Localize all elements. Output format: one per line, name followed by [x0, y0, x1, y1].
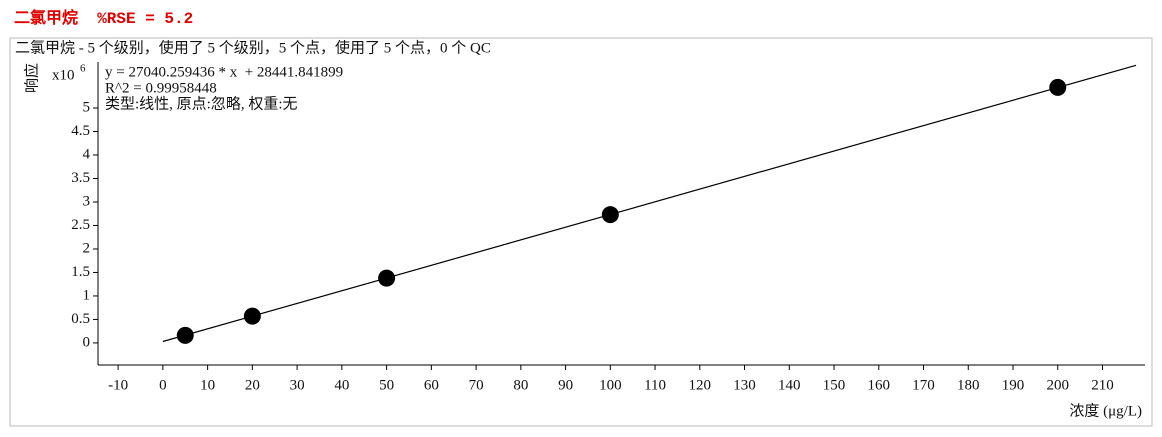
- y-scale-base: x10: [52, 67, 75, 83]
- annotation: R^2 = 0.99958448: [105, 80, 217, 96]
- point: [176, 326, 194, 344]
- x-tick-label: 200: [1047, 377, 1070, 393]
- subtitle: 二氯甲烷 - 5 个级别，使用了 5 个级别，5 个点，使用了 5 个点，0 个…: [15, 39, 491, 56]
- y-tick-label: 5: [83, 99, 91, 115]
- annotation: y = 27040.259436 * x + 28441.841899: [105, 64, 343, 80]
- x-tick-label: 190: [1002, 377, 1025, 393]
- x-tick-label: 30: [290, 377, 305, 393]
- y-tick-label: 2: [83, 240, 91, 256]
- point: [601, 206, 619, 224]
- y-tick-label: 4.5: [71, 123, 90, 139]
- y-tick-label: 2.5: [71, 217, 90, 233]
- x-tick-label: 0: [159, 377, 167, 393]
- x-tick-label: 70: [469, 377, 484, 393]
- x-tick-label: 40: [334, 377, 349, 393]
- y-tick-label: 3.5: [71, 170, 90, 186]
- x-tick-label: 140: [778, 377, 801, 393]
- x-tick-label: 10: [200, 377, 215, 393]
- fit-line: [162, 64, 1137, 343]
- x-tick-label: 80: [513, 377, 528, 393]
- point: [243, 307, 261, 325]
- frame: [9, 37, 1153, 427]
- x-tick-label: 20: [245, 377, 260, 393]
- point: [378, 269, 396, 287]
- y-tick-label: 0: [83, 334, 91, 350]
- y-scale-exponent: 6: [80, 63, 86, 75]
- x-tick-label: 130: [733, 377, 756, 393]
- annotation: 类型:线性, 原点:忽略, 权重:无: [105, 95, 298, 112]
- x-tick-label: -10: [108, 377, 128, 393]
- x-tick-label: 110: [644, 377, 666, 393]
- y-tick-label: 4: [83, 146, 91, 162]
- x-tick-label: 150: [823, 377, 846, 393]
- y-tick-label: 3: [83, 193, 91, 209]
- x-tick-label: 170: [912, 377, 935, 393]
- x-tick-label: 100: [599, 377, 622, 393]
- y-axis-label: 响应: [22, 63, 40, 93]
- point: [1049, 78, 1067, 96]
- x-tick-label: 160: [868, 377, 891, 393]
- x-axis-label: 浓度 (μg/L): [1069, 402, 1142, 419]
- x-tick-label: 50: [379, 377, 394, 393]
- x-tick-label: 90: [558, 377, 573, 393]
- chart-title: 二氯甲烷 %RSE = 5.2: [14, 8, 193, 28]
- y-tick-label: 1.5: [71, 264, 90, 280]
- x-tick-label: 120: [689, 377, 712, 393]
- x-tick-label: 210: [1091, 377, 1114, 393]
- y-tick-label: 0.5: [71, 311, 90, 327]
- y-tick-label: 1: [83, 287, 91, 303]
- x-tick-label: 60: [424, 377, 439, 393]
- x-tick-label: 180: [957, 377, 980, 393]
